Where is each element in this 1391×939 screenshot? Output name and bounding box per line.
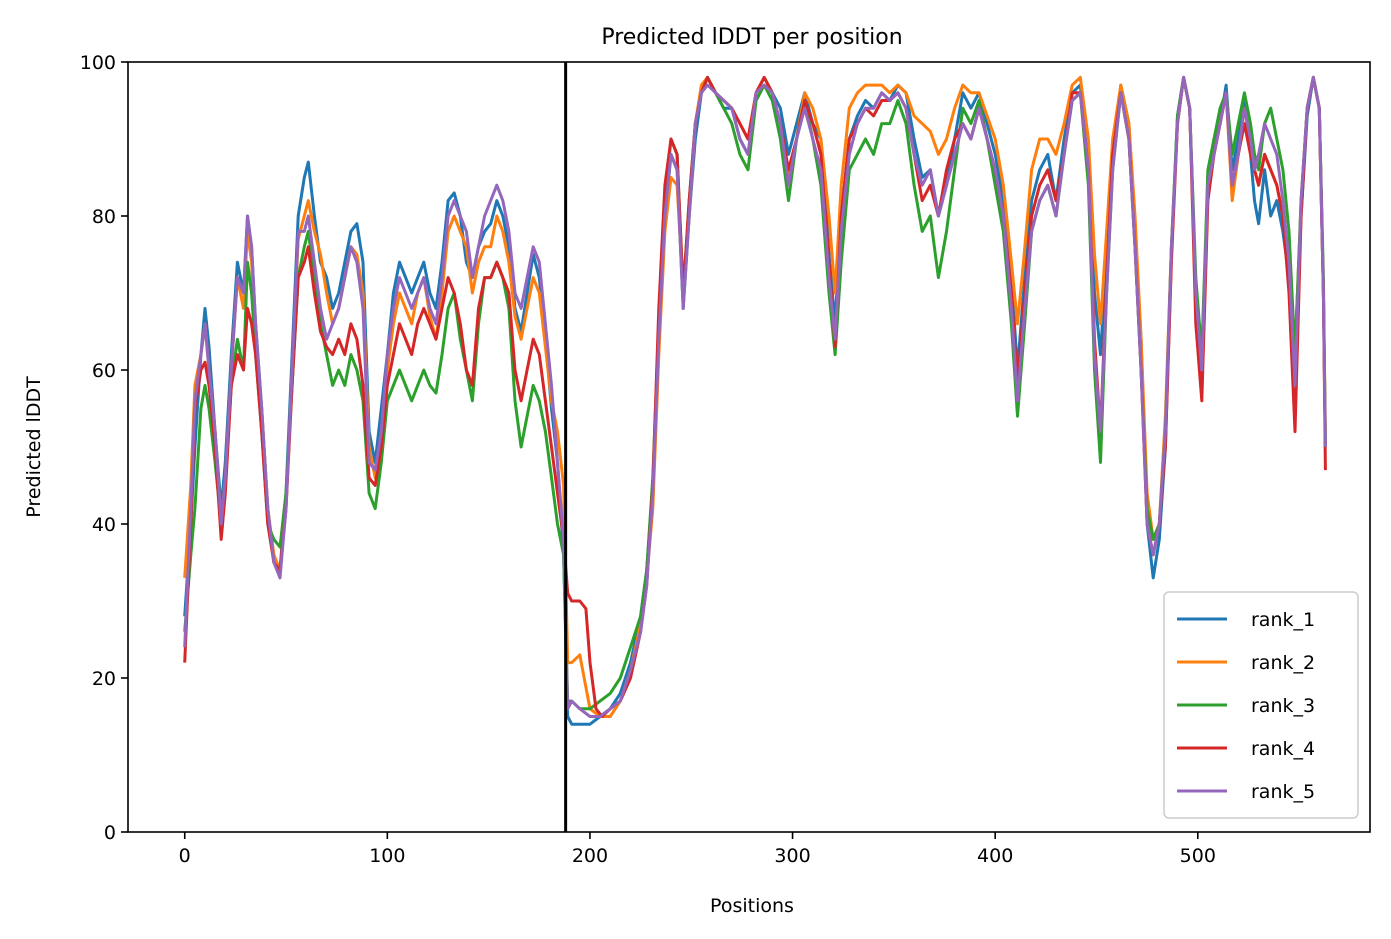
x-tick-label: 400 — [977, 845, 1013, 867]
x-tick-label: 300 — [774, 845, 810, 867]
x-axis: 0 100 200 300 400 500 — [179, 832, 1216, 867]
chart-title: Predicted lDDT per position — [601, 25, 902, 50]
legend-label-rank_4: rank_4 — [1251, 738, 1315, 760]
y-axis-label: Predicted lDDT — [23, 376, 45, 518]
legend-label-rank_3: rank_3 — [1251, 695, 1315, 717]
series-group — [183, 75, 1327, 726]
plot-frame — [127, 61, 1371, 833]
y-tick-label: 40 — [92, 514, 116, 536]
legend: rank_1 rank_2 rank_3 rank_4 rank_5 — [1163, 591, 1359, 819]
series-line-rank_1 — [183, 75, 1327, 726]
series-line-rank_4 — [183, 75, 1327, 718]
x-tick-label: 500 — [1180, 845, 1216, 867]
y-tick-label: 0 — [104, 822, 116, 844]
y-axis: 0 20 40 60 80 100 — [80, 52, 128, 844]
series-line-rank_2 — [183, 75, 1327, 718]
x-tick-label: 0 — [179, 845, 191, 867]
plot-area — [127, 61, 1371, 833]
y-tick-label: 20 — [92, 668, 116, 690]
y-tick-label: 80 — [92, 206, 116, 228]
legend-box — [1163, 591, 1359, 819]
series-line-rank_5 — [183, 75, 1327, 718]
x-tick-label: 200 — [572, 845, 608, 867]
legend-label-rank_2: rank_2 — [1251, 652, 1315, 674]
series-line-rank_3 — [183, 75, 1327, 711]
legend-label-rank_5: rank_5 — [1251, 781, 1315, 803]
legend-label-rank_1: rank_1 — [1251, 609, 1315, 631]
y-tick-label: 100 — [80, 52, 116, 74]
x-tick-label: 100 — [369, 845, 405, 867]
x-axis-label: Positions — [710, 895, 794, 917]
y-tick-label: 60 — [92, 360, 116, 382]
